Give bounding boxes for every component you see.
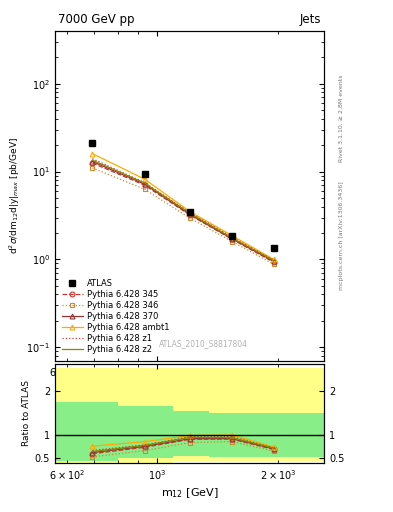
Text: 7000 GeV pp: 7000 GeV pp bbox=[58, 13, 134, 26]
Legend: ATLAS, Pythia 6.428 345, Pythia 6.428 346, Pythia 6.428 370, Pythia 6.428 ambt1,: ATLAS, Pythia 6.428 345, Pythia 6.428 34… bbox=[59, 276, 172, 357]
Text: Jets: Jets bbox=[300, 13, 321, 26]
Text: mcplots.cern.ch [arXiv:1306.3436]: mcplots.cern.ch [arXiv:1306.3436] bbox=[339, 181, 344, 290]
Text: ATLAS_2010_S8817804: ATLAS_2010_S8817804 bbox=[159, 339, 248, 348]
X-axis label: m$_{12}$ [GeV]: m$_{12}$ [GeV] bbox=[161, 486, 219, 500]
Y-axis label: d$^2\sigma$/dm$_{12}$d|y|$_{max}$ [pb/GeV]: d$^2\sigma$/dm$_{12}$d|y|$_{max}$ [pb/Ge… bbox=[8, 137, 22, 254]
Text: Rivet 3.1.10, ≥ 2.8M events: Rivet 3.1.10, ≥ 2.8M events bbox=[339, 74, 344, 161]
Y-axis label: Ratio to ATLAS: Ratio to ATLAS bbox=[22, 380, 31, 446]
